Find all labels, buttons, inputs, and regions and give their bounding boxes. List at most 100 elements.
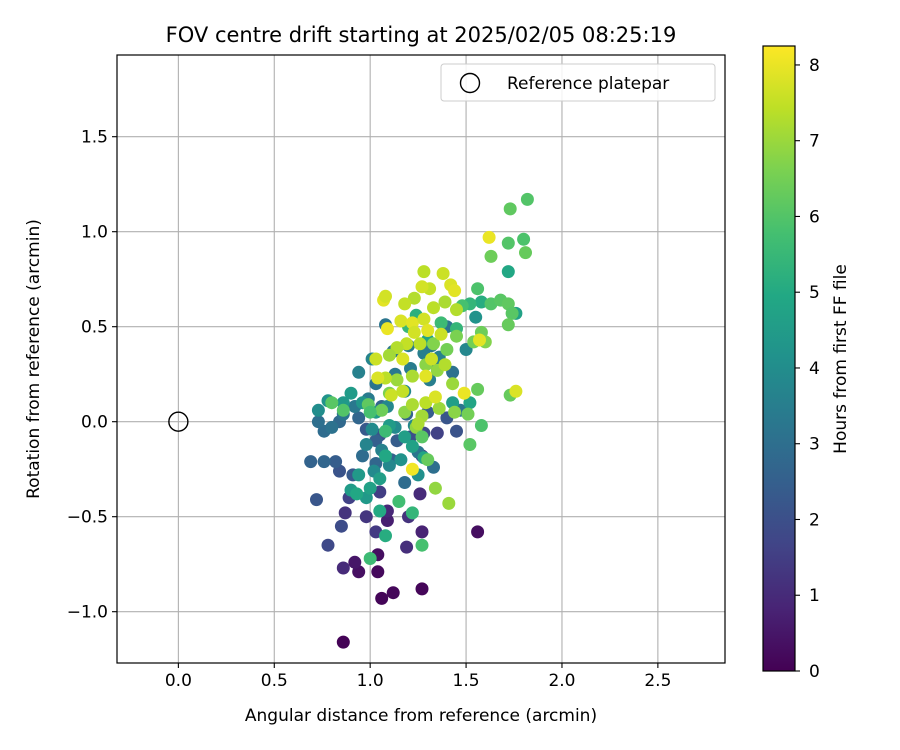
data-point — [373, 504, 387, 518]
colorbar-tick-label: 5 — [809, 283, 820, 303]
chart-title: FOV centre drift starting at 2025/02/05 … — [166, 23, 677, 47]
data-point — [450, 329, 463, 343]
x-tick-label: 0.5 — [261, 671, 288, 691]
data-point — [471, 382, 485, 396]
data-point — [434, 327, 448, 341]
data-point — [310, 493, 323, 507]
data-point — [407, 291, 421, 305]
data-point — [463, 438, 477, 451]
data-point — [446, 377, 460, 391]
data-point — [398, 297, 412, 311]
data-point — [407, 325, 421, 339]
legend: Reference platepar — [440, 63, 716, 102]
data-point — [369, 352, 383, 366]
data-point — [519, 246, 532, 260]
data-point — [329, 455, 343, 469]
data-point — [421, 324, 435, 337]
data-point — [371, 371, 385, 385]
data-point — [336, 635, 350, 649]
x-axis-label: Angular distance from reference (arcmin) — [245, 706, 597, 726]
data-point — [501, 318, 515, 332]
legend-box — [440, 63, 716, 102]
plot-frame — [116, 54, 726, 664]
data-point — [379, 449, 392, 463]
data-point — [421, 453, 435, 467]
data-point — [415, 430, 429, 444]
data-point — [417, 312, 431, 326]
data-point — [457, 386, 471, 400]
data-point — [352, 411, 366, 425]
data-point — [398, 476, 412, 489]
data-point — [413, 487, 427, 501]
legend-entry-label: Reference platepar — [507, 74, 669, 94]
data-point — [363, 405, 377, 419]
colorbar-gradient — [762, 45, 796, 672]
data-point — [520, 192, 534, 206]
data-point — [517, 232, 531, 246]
data-point — [365, 422, 379, 436]
data-point — [434, 316, 448, 330]
data-point — [438, 358, 452, 372]
data-point — [501, 265, 515, 279]
data-point — [415, 525, 429, 539]
data-point — [373, 472, 387, 486]
data-point — [398, 430, 412, 444]
data-point — [344, 386, 358, 400]
colorbar-tick-label: 7 — [809, 132, 820, 152]
data-point — [463, 396, 477, 410]
data-point — [405, 369, 419, 383]
data-point — [405, 398, 419, 412]
data-point — [405, 439, 419, 453]
data-point — [428, 390, 442, 404]
data-point — [384, 388, 398, 402]
data-point — [379, 424, 392, 438]
data-point — [352, 468, 366, 482]
data-point — [471, 282, 485, 296]
data-point — [505, 306, 519, 320]
x-tick-label: 2.5 — [644, 671, 671, 691]
data-point — [380, 514, 394, 527]
data-point — [359, 510, 373, 524]
data-point — [325, 396, 339, 410]
data-point — [375, 403, 389, 417]
y-tick-label: 1.5 — [81, 128, 108, 148]
data-point — [317, 455, 331, 469]
reference-point — [168, 411, 189, 432]
data-point — [363, 481, 377, 495]
data-point — [379, 289, 392, 303]
colorbar-tick-label: 0 — [809, 662, 820, 682]
data-point — [394, 453, 408, 467]
data-point — [436, 267, 450, 280]
data-point — [338, 506, 352, 520]
data-point — [448, 405, 462, 419]
colorbar: 0 1 2 3 4 5 6 7 8 Hours from first FF file — [762, 45, 851, 682]
data-point — [438, 295, 452, 309]
data-point — [380, 322, 394, 336]
data-point — [415, 582, 429, 596]
data-point — [427, 337, 440, 351]
data-point — [501, 236, 515, 250]
reference-marker — [168, 411, 189, 432]
data-point — [432, 401, 446, 415]
data-point — [371, 565, 385, 579]
data-point — [461, 407, 475, 421]
y-tick-label: 0.0 — [81, 413, 108, 433]
data-point — [336, 403, 350, 417]
data-point — [474, 419, 488, 432]
y-tick-label: 1.0 — [81, 223, 108, 243]
data-point — [304, 455, 318, 469]
data-point — [405, 506, 419, 520]
data-point — [413, 337, 427, 351]
data-point — [425, 352, 438, 366]
data-point — [427, 301, 440, 315]
data-point — [509, 384, 523, 398]
data-point — [348, 555, 362, 569]
data-point — [336, 561, 350, 575]
data-point — [386, 586, 400, 600]
data-point — [352, 365, 366, 379]
data-point — [311, 415, 325, 429]
data-point — [450, 303, 463, 317]
data-point — [396, 384, 410, 398]
data-point — [417, 265, 431, 279]
x-tick-label: 0.0 — [165, 671, 192, 691]
